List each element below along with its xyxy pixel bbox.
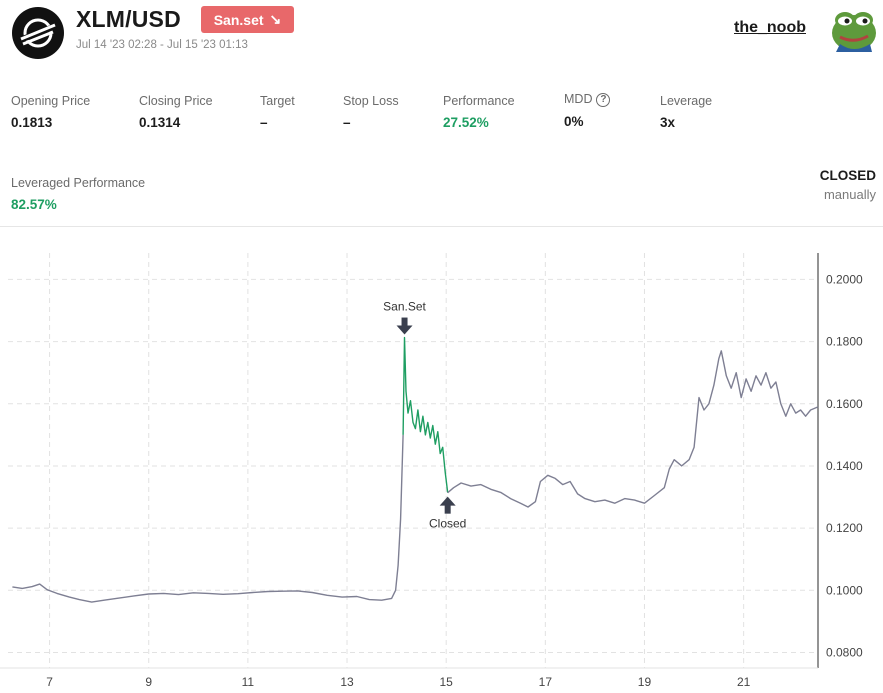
stat-closing-price: Closing Price 0.1314 [139,94,213,130]
marker-label: Closed [429,517,466,531]
stat-label: Target [260,94,295,108]
y-tick-label: 0.1000 [826,583,863,597]
help-icon[interactable]: ? [596,92,611,107]
x-tick-label: 19 [638,675,652,689]
strategy-badge[interactable]: San.set ↘ [201,6,294,33]
stat-value: 0% [564,113,584,129]
price-series-line [12,434,404,603]
arrow-down-right-icon: ↘ [269,11,282,27]
stat-label: MDD [564,92,593,106]
trade-marker: Closed [429,496,466,531]
stat-opening-price: Opening Price 0.1813 [11,94,90,130]
pair-title: XLM/USD [76,6,181,32]
frog-avatar-icon [832,12,876,52]
stat-value: – [343,115,351,130]
stat-label: Performance [443,94,515,108]
y-tick-label: 0.1400 [826,459,863,473]
stat-value: – [260,115,268,130]
stat-label: Leverage [660,94,713,108]
stat-stop-loss: Stop Loss – [343,94,399,130]
x-axis-ticks: 7 9 11 13 15 17 19 21 [46,675,750,689]
stellar-logo-icon [12,7,64,59]
marker-label: San.Set [383,300,426,314]
divider [0,226,883,227]
arrow-up-icon [444,504,451,514]
stat-value: 82.57% [11,197,57,212]
chart-grid [8,253,818,668]
stat-performance: Performance 27.52% [443,94,515,130]
x-tick-label: 11 [242,675,255,689]
x-tick-label: 21 [737,675,751,689]
stat-label: Closing Price [139,94,213,108]
trade-header: XLM/USD San.set ↘ Jul 14 '23 02:28 - Jul… [0,0,883,64]
x-tick-label: 17 [539,675,553,689]
date-range: Jul 14 '23 02:28 - Jul 15 '23 01:13 [76,39,248,51]
stat-target: Target – [260,94,295,130]
stat-label: Opening Price [11,94,91,108]
stat-value: 27.52% [443,115,489,130]
stat-leveraged-performance: Leveraged Performance 82.57% [11,176,145,212]
x-tick-label: 7 [46,675,53,689]
chart-markers: San.Set Closed [383,300,466,531]
y-tick-label: 0.1600 [826,397,863,411]
status-reason: manually [823,187,876,202]
y-tick-label: 0.1200 [826,521,863,535]
stat-label: Leveraged Performance [11,176,146,190]
avatar[interactable] [830,6,878,52]
stat-leverage: Leverage 3x [660,94,712,130]
stat-label: Stop Loss [343,94,399,108]
stat-value: 3x [660,115,676,130]
arrow-down-icon [396,325,413,335]
stat-value: 0.1314 [139,115,181,130]
stat-mdd: MDD? 0% [564,92,611,129]
trade-marker: San.Set [383,300,427,335]
arrow-up-icon [439,496,456,506]
y-axis-ticks: 0.0800 0.1000 0.1200 0.1400 0.1600 0.1800 0.20… [826,272,863,659]
price-series-line [447,350,819,508]
y-tick-label: 0.2000 [826,272,863,286]
chart-series [12,336,819,603]
trade-series-line [402,336,449,493]
y-tick-label: 0.0800 [826,645,863,659]
strategy-badge-label: San.set [213,11,264,28]
stat-value: 0.1813 [11,115,53,130]
x-tick-label: 9 [145,675,152,689]
trade-status: CLOSED manually [820,168,876,202]
y-tick-label: 0.1800 [826,335,863,349]
username-link[interactable]: the_noob [734,19,806,36]
arrow-down-icon [401,317,408,327]
x-tick-label: 13 [340,675,354,689]
status-label: CLOSED [819,168,876,183]
stat-label-row: MDD? [564,92,611,107]
x-tick-label: 15 [440,675,454,689]
